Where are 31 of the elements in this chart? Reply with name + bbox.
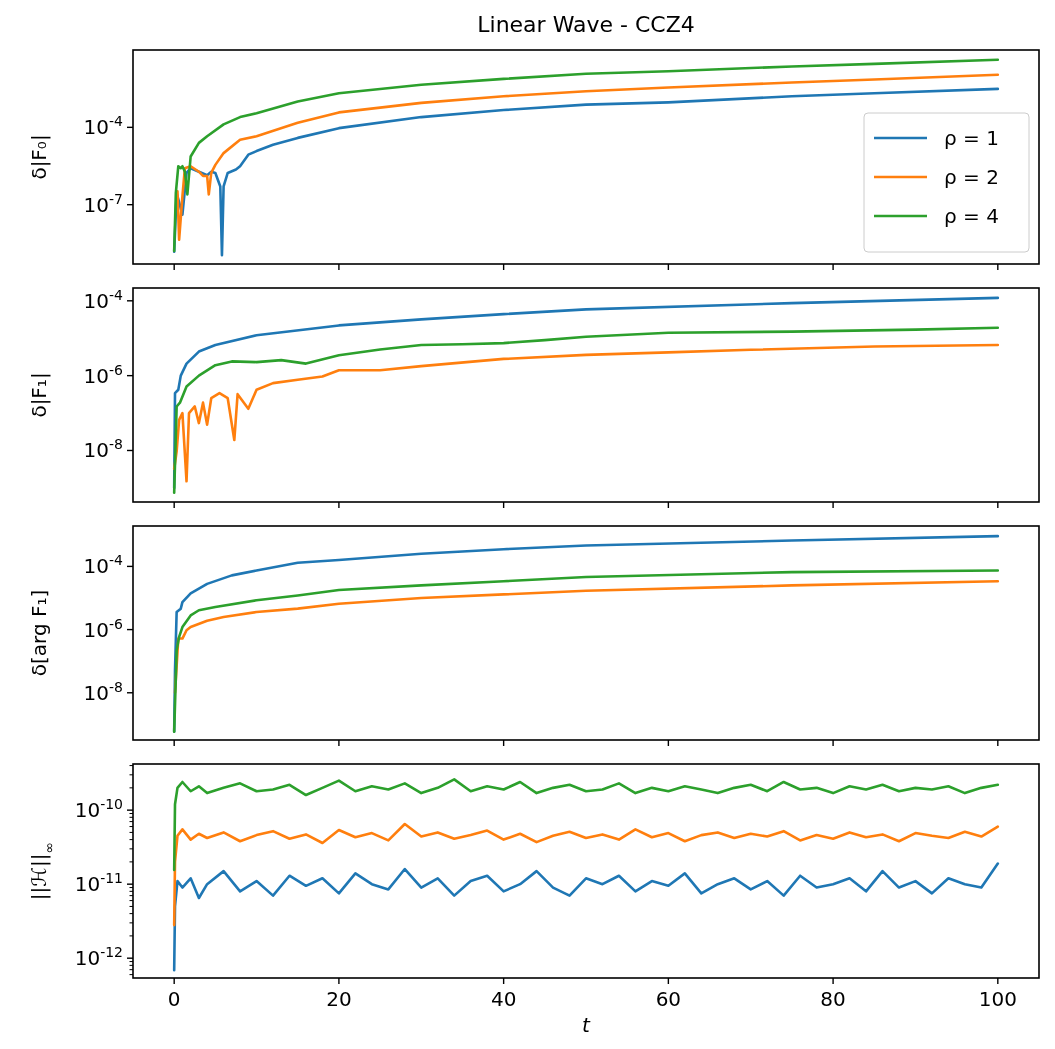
legend-label: ρ = 2 bbox=[944, 165, 999, 189]
y-axis-title: δ|F₀| bbox=[27, 134, 51, 180]
y-tick-label: 10$^{-12}$ bbox=[74, 944, 123, 971]
y-axis-title: δ[arg F₁] bbox=[27, 589, 51, 677]
y-axis-title: δ|F₁| bbox=[27, 372, 51, 418]
line-series bbox=[172, 778, 1000, 872]
x-tick-label: 60 bbox=[655, 987, 682, 1011]
y-tick-label: 10$^{-8}$ bbox=[83, 678, 123, 705]
y-tick-label: 10$^{-6}$ bbox=[83, 361, 124, 388]
line-series bbox=[172, 343, 1000, 483]
line-series bbox=[172, 326, 1000, 495]
y-tick-label: 10$^{-11}$ bbox=[74, 870, 123, 897]
x-tick-label: 20 bbox=[326, 987, 352, 1011]
chart-title: Linear Wave - CCZ4 bbox=[477, 12, 695, 37]
y-tick-label: 10$^{-4}$ bbox=[83, 286, 124, 313]
legend-label: ρ = 4 bbox=[944, 204, 999, 228]
x-tick-label: 40 bbox=[490, 987, 517, 1011]
x-tick-label: 80 bbox=[820, 987, 846, 1011]
y-tick-label: 10$^{-4}$ bbox=[83, 552, 124, 579]
y-tick-label: 10$^{-8}$ bbox=[83, 436, 123, 463]
y-tick-label: 10$^{-6}$ bbox=[83, 615, 124, 642]
x-tick-label: 100 bbox=[978, 987, 1017, 1011]
y-tick-label: 10$^{-10}$ bbox=[74, 796, 123, 823]
x-axis-title: t bbox=[582, 1013, 592, 1037]
y-tick-label: 10$^{-4}$ bbox=[83, 113, 124, 140]
line-series bbox=[172, 569, 1000, 733]
x-tick-label: 0 bbox=[167, 987, 181, 1011]
line-series bbox=[172, 822, 1000, 927]
legend-label: ρ = 1 bbox=[944, 126, 999, 150]
line-series bbox=[172, 862, 1000, 972]
y-tick-label: 10$^{-7}$ bbox=[83, 190, 123, 217]
